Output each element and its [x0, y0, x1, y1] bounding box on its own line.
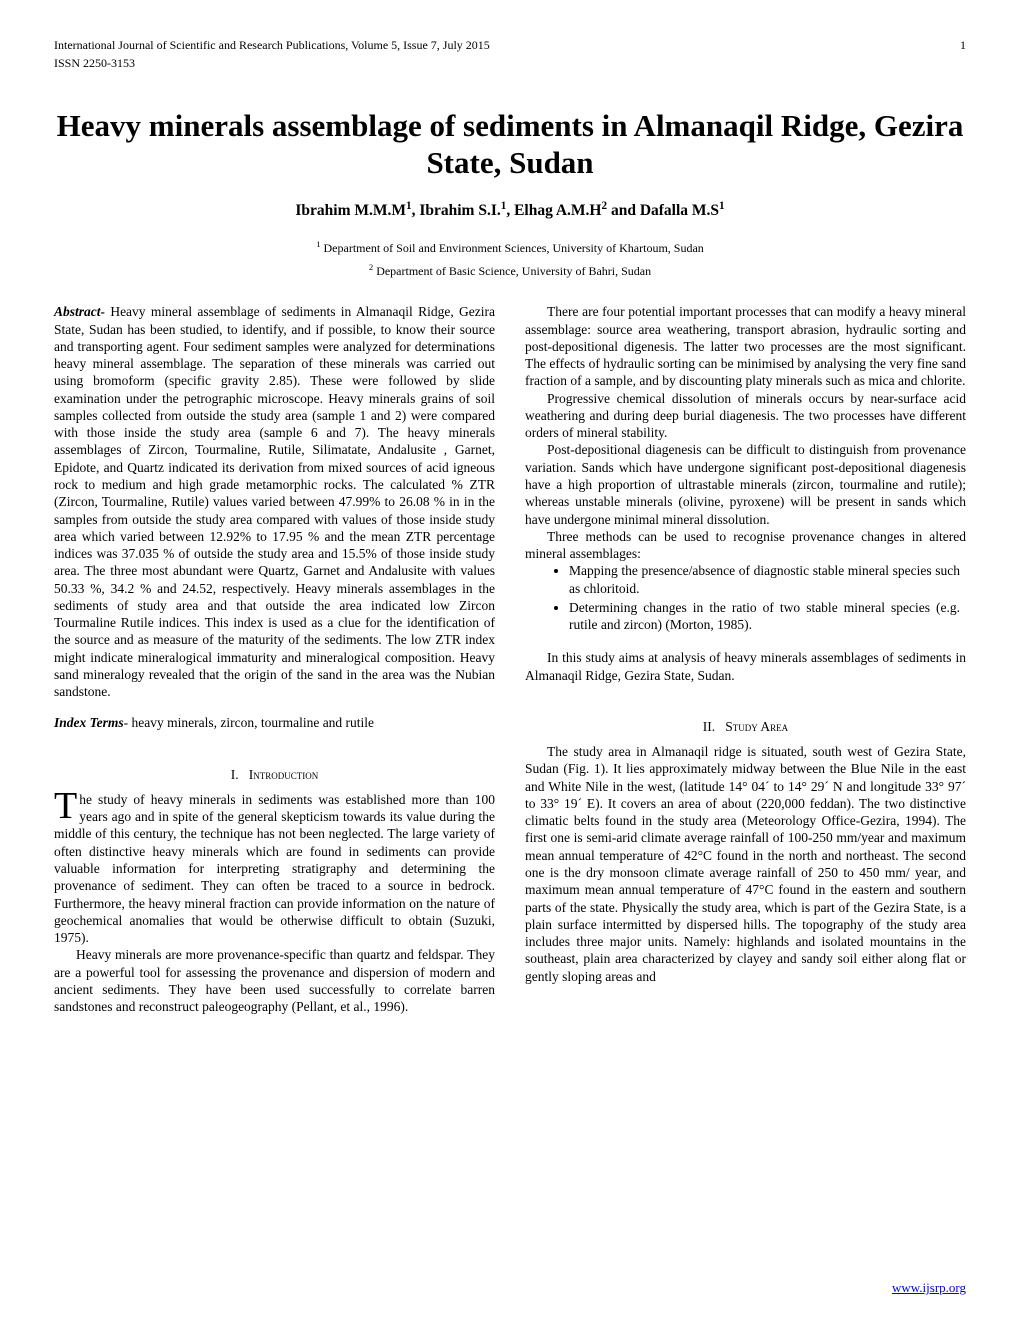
abstract-label: Abstract-: [54, 304, 105, 319]
intro-paragraph-5: Post-depositional diagenesis can be diff…: [525, 441, 966, 527]
intro-paragraph-7: In this study aims at analysis of heavy …: [525, 649, 966, 684]
paper-title: Heavy minerals assemblage of sediments i…: [54, 107, 966, 181]
abstract-paragraph: Abstract- Heavy mineral assemblage of se…: [54, 303, 495, 700]
abstract-text: Heavy mineral assemblage of sediments in…: [54, 304, 495, 699]
intro-paragraph-2: Heavy minerals are more provenance-speci…: [54, 946, 495, 1015]
footer-url-link[interactable]: www.ijsrp.org: [892, 1280, 966, 1296]
body-columns: Abstract- Heavy mineral assemblage of se…: [54, 303, 966, 1015]
affiliation-2: 2 Department of Basic Science, Universit…: [54, 261, 966, 280]
section-num-2: II.: [703, 719, 715, 734]
affiliation-1: 1 Department of Soil and Environment Sci…: [54, 238, 966, 257]
journal-header: International Journal of Scientific and …: [54, 38, 966, 54]
intro-paragraph-4: Progressive chemical dissolution of mine…: [525, 390, 966, 442]
section-heading-study-area: II. Study Area: [525, 718, 966, 735]
section-title-1: Introduction: [249, 767, 319, 782]
study-paragraph-1: The study area in Almanaqil ridge is sit…: [525, 743, 966, 985]
index-terms-label: Index Terms: [54, 715, 124, 730]
page-number: 1: [960, 38, 966, 53]
bullet-item-1: Mapping the presence/absence of diagnost…: [569, 562, 960, 597]
section-heading-introduction: I. Introduction: [54, 766, 495, 783]
intro-paragraph-3: There are four potential important proce…: [525, 303, 966, 389]
section-num-1: I.: [231, 767, 239, 782]
issn-line: ISSN 2250-3153: [54, 56, 966, 72]
authors-line: Ibrahim M.M.M1, Ibrahim S.I.1, Elhag A.M…: [54, 200, 966, 220]
index-terms-text: - heavy minerals, zircon, tourmaline and…: [124, 715, 374, 730]
bullet-item-2: Determining changes in the ratio of two …: [569, 599, 960, 634]
bullet-list: Mapping the presence/absence of diagnost…: [569, 562, 966, 633]
intro-paragraph-6: Three methods can be used to recognise p…: [525, 528, 966, 563]
section-title-2: Study Area: [725, 719, 788, 734]
index-terms-paragraph: Index Terms- heavy minerals, zircon, tou…: [54, 714, 495, 731]
intro-paragraph-1: The study of heavy minerals in sediments…: [54, 791, 495, 946]
